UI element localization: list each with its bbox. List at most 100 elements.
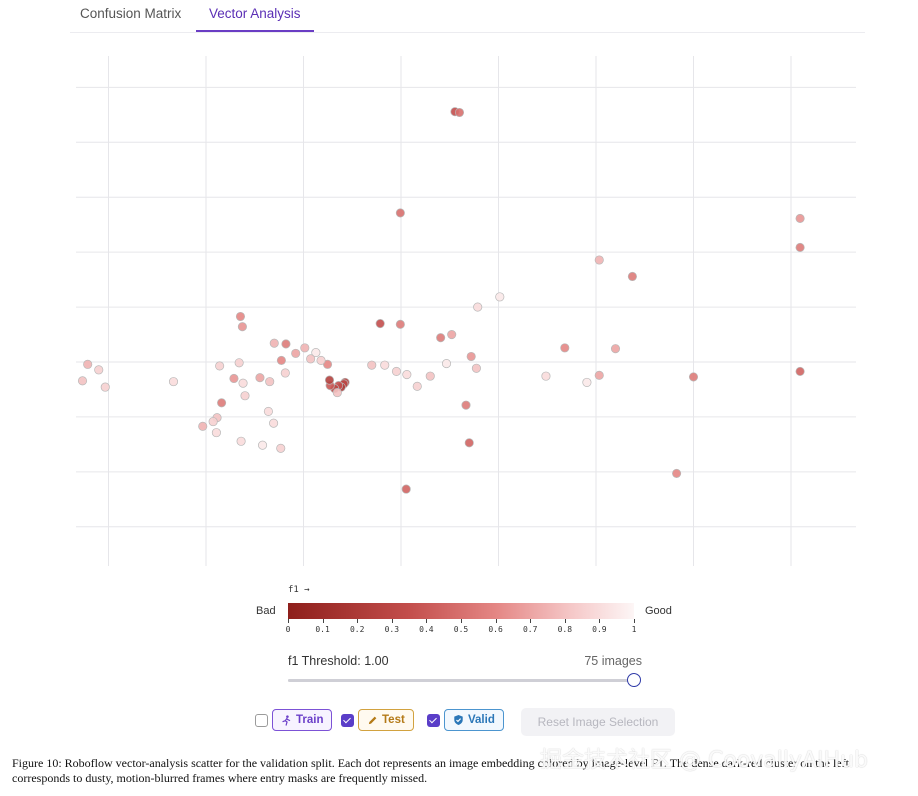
- figure-caption: Figure 10: Roboflow vector-analysis scat…: [12, 756, 849, 785]
- shield-check-icon: [454, 714, 463, 726]
- scatter-point[interactable]: [324, 375, 335, 385]
- scatter-point[interactable]: [215, 361, 225, 371]
- scatter-point[interactable]: [412, 381, 422, 391]
- scatter-point[interactable]: [198, 421, 208, 431]
- scatter-point[interactable]: [229, 373, 239, 384]
- colorbar-tick-label: 0.4: [419, 625, 434, 634]
- colorbar-tick-label: 0.6: [488, 625, 503, 634]
- scatter-point[interactable]: [235, 311, 245, 322]
- scatter-point[interactable]: [240, 391, 250, 401]
- scatter-point[interactable]: [211, 428, 221, 438]
- scatter-point[interactable]: [594, 255, 604, 265]
- scatter-point[interactable]: [300, 343, 310, 353]
- scatter-point[interactable]: [208, 417, 218, 427]
- scatter-point[interactable]: [291, 348, 301, 358]
- scatter-point[interactable]: [688, 372, 699, 382]
- scatter-point[interactable]: [425, 371, 435, 381]
- colorbar-good-label: Good: [645, 605, 672, 617]
- test-checkbox[interactable]: [341, 714, 354, 727]
- scatter-point[interactable]: [454, 107, 465, 118]
- scatter-point[interactable]: [395, 319, 405, 329]
- valid-filter-chip[interactable]: Valid: [444, 709, 504, 731]
- scatter-point[interactable]: [316, 355, 326, 365]
- scatter-point[interactable]: [276, 443, 286, 453]
- scatter-point[interactable]: [236, 436, 246, 446]
- scatter-point[interactable]: [280, 368, 290, 378]
- scatter-point[interactable]: [594, 370, 604, 380]
- pencil-icon: [368, 716, 377, 724]
- scatter-point[interactable]: [238, 378, 248, 388]
- scatter-point[interactable]: [332, 388, 342, 398]
- scatter-point[interactable]: [471, 363, 481, 373]
- colorbar-tick: [426, 619, 428, 623]
- threshold-slider-track[interactable]: [288, 679, 634, 682]
- scatter-point[interactable]: [100, 382, 110, 392]
- tab-vector-analysis[interactable]: Vector Analysis: [196, 6, 314, 32]
- image-count: 75 images: [584, 654, 642, 668]
- scatter-point[interactable]: [402, 370, 412, 380]
- colorbar-tick-label: 0.2: [349, 625, 365, 634]
- scatter-point[interactable]: [265, 377, 275, 387]
- scatter-point[interactable]: [560, 343, 570, 353]
- scatter-point[interactable]: [237, 322, 247, 332]
- scatter-point[interactable]: [258, 440, 268, 450]
- scatter-point[interactable]: [672, 468, 682, 478]
- scatter-point[interactable]: [255, 373, 265, 383]
- reset-image-selection-button[interactable]: Reset Image Selection: [521, 708, 675, 736]
- colorbar-tick-label: 1: [631, 625, 637, 634]
- train-filter-chip[interactable]: Train: [272, 709, 333, 731]
- tab-confusion-matrix[interactable]: Confusion Matrix: [80, 6, 182, 21]
- scatter-point[interactable]: [281, 339, 291, 349]
- vector-scatter-plot[interactable]: [76, 56, 856, 566]
- scatter-point[interactable]: [610, 344, 621, 354]
- colorbar-tick-label: 0.1: [315, 625, 330, 634]
- scatter-point[interactable]: [795, 242, 805, 252]
- scatter-point[interactable]: [447, 329, 457, 340]
- scatter-point[interactable]: [395, 208, 405, 218]
- runner-icon: [282, 714, 291, 726]
- scatter-point[interactable]: [441, 359, 452, 369]
- scatter-point[interactable]: [495, 292, 505, 302]
- scatter-point[interactable]: [627, 271, 637, 282]
- scatter-point[interactable]: [795, 366, 805, 376]
- scatter-point[interactable]: [168, 377, 179, 387]
- valid-checkbox[interactable]: [427, 714, 440, 727]
- scatter-point[interactable]: [269, 338, 279, 348]
- scatter-point[interactable]: [94, 365, 104, 375]
- colorbar-tick-label: 0.7: [522, 625, 538, 634]
- scatter-point[interactable]: [461, 400, 471, 410]
- scatter-point[interactable]: [582, 377, 592, 387]
- scatter-point[interactable]: [391, 366, 401, 376]
- scatter-point[interactable]: [436, 333, 446, 343]
- scatter-point[interactable]: [401, 484, 411, 494]
- scatter-point[interactable]: [263, 406, 273, 416]
- train-checkbox[interactable]: [255, 714, 268, 727]
- scatter-point[interactable]: [306, 354, 316, 364]
- test-chip-label: Test: [382, 713, 405, 726]
- colorbar-tick: [391, 619, 393, 623]
- scatter-point[interactable]: [234, 358, 244, 368]
- scatter-point[interactable]: [77, 376, 88, 386]
- scatter-point[interactable]: [375, 319, 385, 329]
- scatter-point[interactable]: [541, 371, 551, 381]
- f1-colorbar: [288, 603, 634, 619]
- threshold-slider-handle[interactable]: [627, 673, 641, 687]
- colorbar-tick: [599, 619, 601, 623]
- colorbar-tick-label: 0.3: [384, 625, 400, 634]
- colorbar-tick: [357, 619, 359, 623]
- scatter-point[interactable]: [83, 359, 93, 369]
- scatter-point[interactable]: [380, 360, 390, 370]
- tab-bar: Confusion Matrix Vector Analysis: [70, 0, 865, 33]
- scatter-point[interactable]: [473, 302, 483, 312]
- scatter-point[interactable]: [367, 360, 377, 370]
- scatter-point[interactable]: [311, 348, 321, 358]
- test-filter-chip[interactable]: Test: [358, 709, 414, 731]
- colorbar-tick: [634, 619, 635, 623]
- scatter-point[interactable]: [795, 213, 805, 223]
- scatter-point[interactable]: [466, 351, 476, 362]
- scatter-point[interactable]: [217, 398, 227, 408]
- scatter-point[interactable]: [269, 418, 279, 428]
- scatter-point[interactable]: [464, 438, 474, 448]
- colorbar-tick: [564, 619, 566, 623]
- scatter-point[interactable]: [276, 355, 286, 365]
